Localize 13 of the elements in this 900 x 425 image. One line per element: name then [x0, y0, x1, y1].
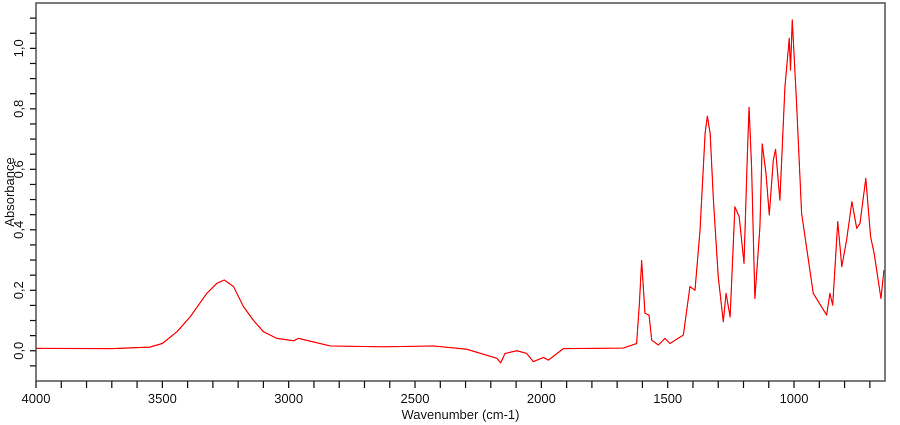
x-tick-label: 4000: [22, 391, 50, 406]
x-axis-title: Wavenumber (cm-1): [402, 407, 520, 422]
x-tick-label: 2500: [400, 391, 430, 406]
line-series: [35, 19, 885, 364]
y-tick-label: 1,0: [11, 39, 26, 58]
y-tick-label: 0,8: [11, 100, 26, 118]
x-tick-label: 3000: [274, 391, 304, 406]
x-tick-label: 1000: [780, 391, 808, 406]
y-tick-label: 0,2: [11, 281, 26, 300]
x-tick-label: 3500: [148, 391, 177, 406]
x-tick-label: 2000: [526, 391, 556, 406]
y-tick-label: 0,0: [11, 342, 26, 360]
x-tick-label: 1500: [653, 391, 682, 406]
